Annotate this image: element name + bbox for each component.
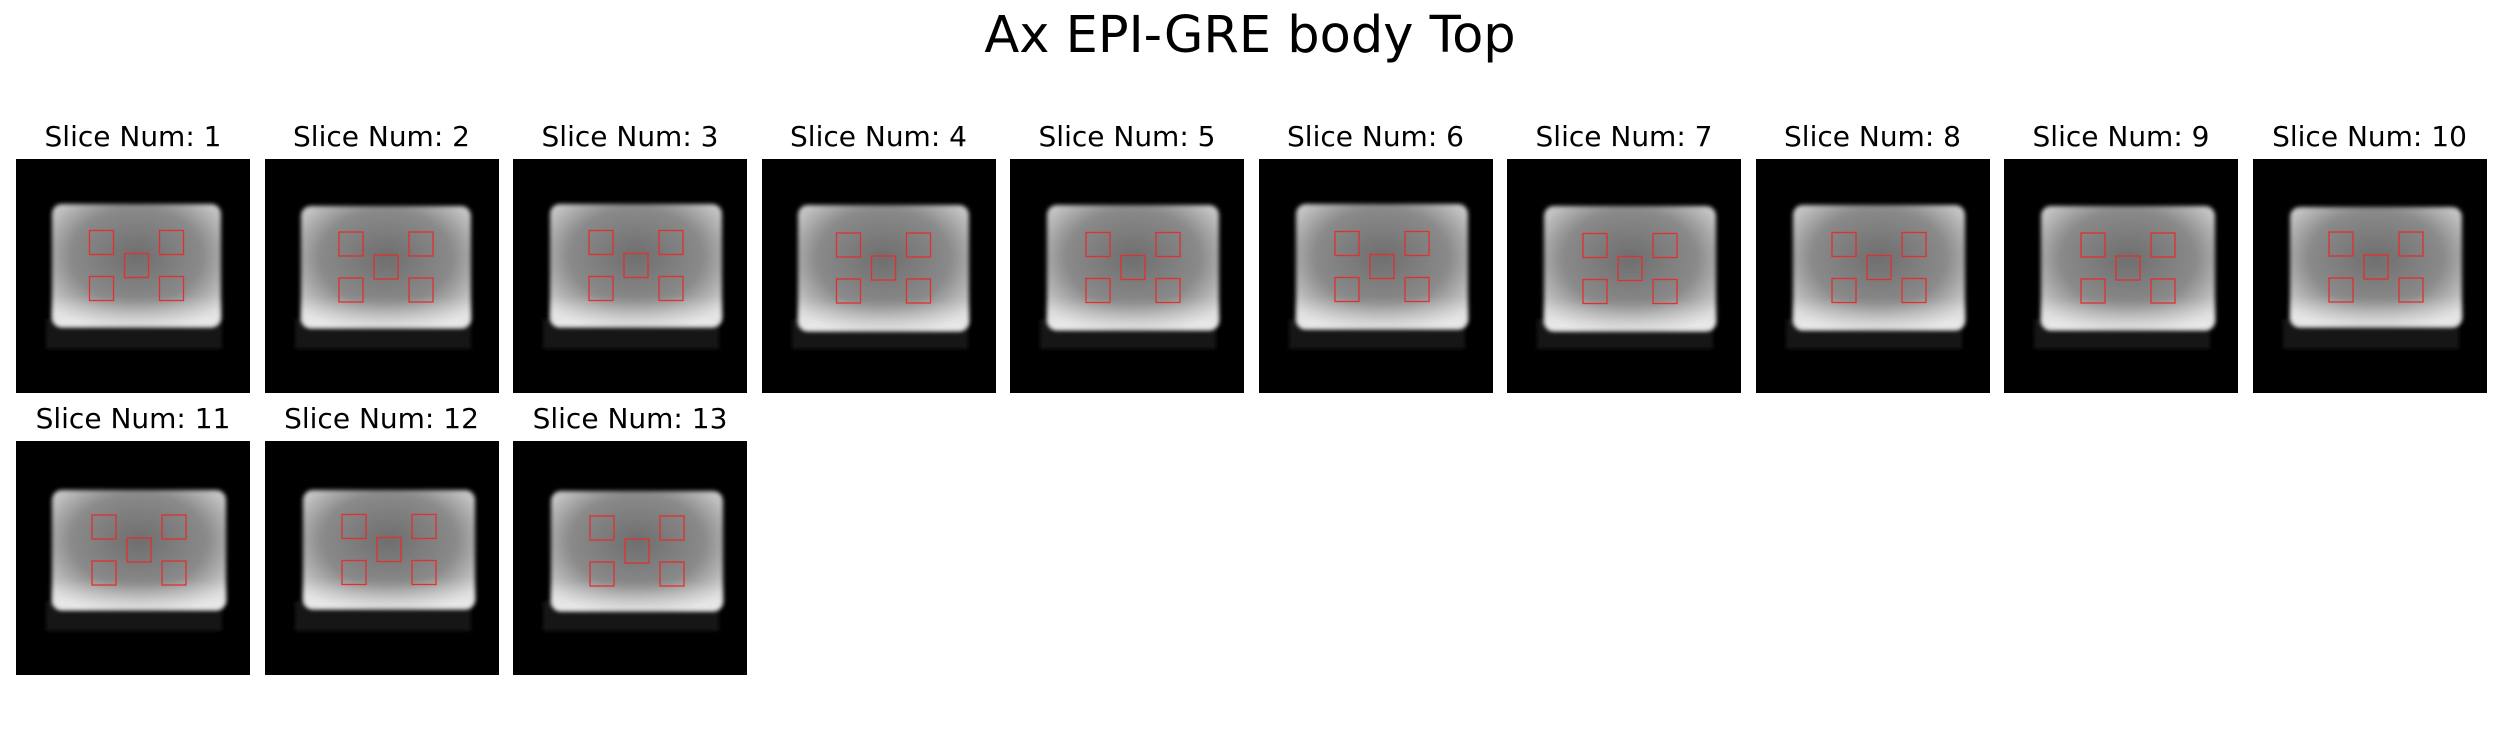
roi-box — [658, 229, 684, 256]
roi-box — [2327, 231, 2354, 257]
roi-box — [623, 252, 649, 279]
mri-slice-image — [16, 441, 250, 675]
roi-box — [340, 559, 367, 586]
roi-box — [2327, 277, 2354, 303]
roi-box — [123, 252, 150, 279]
mri-slice-image — [761, 159, 996, 393]
roi-box — [2397, 231, 2424, 257]
roi-box — [1830, 277, 1857, 304]
roi-box — [2397, 277, 2424, 303]
mri-slice-image — [264, 441, 499, 675]
roi-box — [1900, 231, 1927, 258]
mri-slice-image — [16, 159, 250, 393]
roi-box — [870, 255, 896, 281]
roi-box — [1155, 277, 1181, 304]
mri-slice-image — [2252, 159, 2487, 393]
roi-box — [1333, 276, 1360, 303]
roi-box — [161, 514, 187, 540]
slice-label: Slice Num: 7 — [1535, 120, 1713, 153]
roi-box — [658, 275, 684, 302]
roi-box — [589, 515, 615, 541]
roi-box — [1830, 231, 1857, 258]
slice-label: Slice Num: 1 — [44, 120, 222, 153]
roi-box — [1900, 277, 1927, 304]
roi-box — [375, 536, 402, 563]
mri-slice-image — [1755, 159, 1990, 393]
roi-box — [372, 254, 399, 280]
roi-box — [1403, 276, 1430, 303]
roi-box — [1403, 230, 1430, 257]
slice-label: Slice Num: 2 — [293, 120, 470, 153]
roi-box — [1582, 278, 1608, 305]
roi-box — [1617, 255, 1643, 282]
roi-box — [407, 231, 434, 257]
roi-box — [1120, 254, 1146, 281]
roi-box — [1333, 230, 1360, 257]
slice-label: Slice Num: 11 — [35, 402, 231, 435]
slice-label: Slice Num: 5 — [1038, 120, 1216, 153]
roi-box — [126, 537, 152, 563]
roi-box — [2080, 278, 2106, 304]
roi-box — [835, 232, 861, 258]
slice-label: Slice Num: 13 — [532, 402, 728, 435]
slice-label: Slice Num: 12 — [284, 402, 479, 435]
roi-box — [1865, 254, 1892, 281]
slice-label: Slice Num: 9 — [2032, 120, 2210, 153]
mri-slice-image — [1010, 159, 1244, 393]
slice-label: Slice Num: 4 — [790, 120, 967, 153]
roi-box — [905, 278, 931, 304]
roi-box — [88, 275, 115, 302]
slice-label: Slice Num: 6 — [1287, 120, 1464, 153]
roi-box — [91, 514, 117, 540]
roi-box — [2150, 278, 2176, 304]
roi-box — [1652, 232, 1678, 259]
roi-box — [835, 278, 861, 304]
roi-box — [1368, 253, 1395, 280]
roi-box — [624, 538, 650, 564]
roi-box — [588, 275, 614, 302]
roi-box — [88, 229, 115, 256]
roi-box — [340, 513, 367, 540]
roi-box — [158, 229, 185, 256]
mri-slice-image — [2004, 159, 2238, 393]
roi-box — [410, 559, 437, 586]
slice-label: Slice Num: 8 — [1784, 120, 1961, 153]
roi-box — [410, 513, 437, 540]
roi-box — [2150, 232, 2176, 258]
roi-box — [1582, 232, 1608, 259]
roi-box — [337, 231, 364, 257]
mri-slice-image — [1507, 159, 1741, 393]
roi-box — [659, 561, 685, 587]
slice-label: Slice Num: 3 — [541, 120, 719, 153]
mri-slice-image — [513, 159, 747, 393]
figure-title: Ax EPI-GRE body Top — [984, 6, 1516, 65]
mri-slice-image — [1258, 159, 1493, 393]
roi-box — [337, 277, 364, 303]
roi-box — [905, 232, 931, 258]
roi-box — [1085, 277, 1111, 304]
roi-box — [1652, 278, 1678, 305]
slice-label: Slice Num: 10 — [2272, 120, 2467, 153]
roi-box — [91, 560, 117, 586]
mri-slice-image — [513, 441, 747, 675]
roi-box — [588, 229, 614, 256]
roi-box — [1085, 231, 1111, 258]
roi-box — [2080, 232, 2106, 258]
roi-box — [2115, 255, 2141, 281]
roi-box — [407, 277, 434, 303]
roi-box — [161, 560, 187, 586]
mri-slice-image — [264, 159, 499, 393]
roi-box — [1155, 231, 1181, 258]
roi-box — [659, 515, 685, 541]
roi-box — [2362, 254, 2389, 280]
roi-box — [158, 275, 185, 302]
roi-box — [589, 561, 615, 587]
